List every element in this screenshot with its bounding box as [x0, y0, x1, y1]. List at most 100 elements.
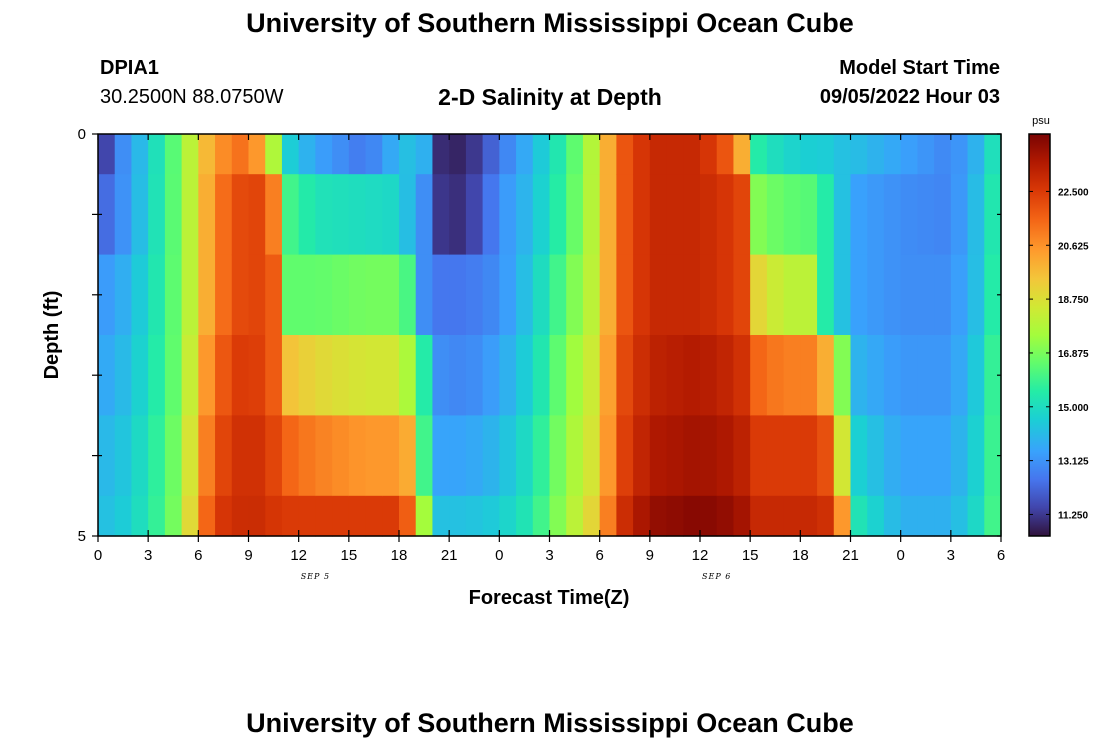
heatmap-cell [649, 335, 668, 416]
heatmap-cell [549, 335, 567, 416]
heatmap-cell [148, 254, 166, 336]
heatmap-cell [348, 335, 367, 416]
y-axis-ticks: 05 [78, 126, 1001, 545]
colorbar-tick-label: 13.125 [1058, 457, 1089, 468]
heatmap-cell [399, 495, 417, 537]
heatmap-cell [850, 495, 868, 537]
heatmap-cell [315, 415, 333, 497]
heatmap-cell [298, 254, 316, 336]
heatmap-cell [733, 415, 751, 497]
heatmap-cell [415, 335, 434, 416]
heatmap-cell [683, 335, 701, 416]
heatmap-cell [516, 335, 534, 416]
heatmap-cell [833, 254, 852, 336]
heatmap-cell [984, 134, 1002, 175]
heatmap-cell [750, 415, 768, 497]
colorbar-tick-label: 20.625 [1058, 241, 1089, 252]
x-tick-label: 15 [340, 547, 357, 564]
heatmap-cell [549, 174, 567, 256]
heatmap-cell [415, 254, 434, 336]
heatmap-cell [114, 335, 133, 416]
heatmap-cell [934, 174, 952, 256]
heatmap-cell [332, 134, 350, 175]
heatmap-cell [399, 415, 417, 497]
heatmap-cell [181, 134, 199, 175]
heatmap-cell [683, 254, 701, 336]
heatmap-cell [817, 495, 835, 537]
heatmap-cell [231, 254, 250, 336]
heatmap-cell [164, 495, 183, 537]
heatmap-cell [449, 254, 467, 336]
station-coordinates: 30.2500N 88.0750W [100, 86, 284, 108]
heatmap-cell [298, 134, 316, 175]
heatmap-cell [315, 254, 333, 336]
heatmap-cell [700, 415, 718, 497]
heatmap-cell [867, 174, 885, 256]
heatmap-cell [281, 335, 300, 416]
heatmap-cell [114, 415, 133, 497]
heatmap-cell [298, 415, 316, 497]
heatmap-cell [633, 415, 651, 497]
heatmap-cell [432, 254, 450, 336]
date-label: SEP 5 [301, 572, 330, 581]
model-start-value: 09/05/2022 Hour 03 [819, 86, 1000, 108]
heatmap-cell [382, 254, 400, 336]
heatmap-cell [482, 495, 500, 537]
heatmap-cell [582, 495, 601, 537]
heatmap-cell [248, 335, 266, 416]
heatmap-cell [783, 335, 801, 416]
heatmap-cell [883, 335, 902, 416]
heatmap-cell [766, 415, 785, 497]
heatmap-cell [566, 415, 584, 497]
heatmap-cell [733, 174, 751, 256]
heatmap-cell [817, 415, 835, 497]
heatmap-cell [382, 415, 400, 497]
heatmap-cell [499, 174, 517, 256]
heatmap-cell [733, 335, 751, 416]
heatmap-cell [248, 415, 266, 497]
heatmap-cell [766, 174, 785, 256]
heatmap-cell [783, 254, 801, 336]
heatmap-cell [750, 174, 768, 256]
heatmap-cell [98, 495, 116, 537]
heatmap-cell [883, 134, 902, 175]
heatmap-cell [883, 174, 902, 256]
heatmap-cell [800, 335, 818, 416]
heatmap-cell [883, 415, 902, 497]
x-tick-label: 21 [842, 547, 859, 564]
heatmap-cell [633, 254, 651, 336]
heatmap-cell [984, 415, 1002, 497]
heatmap-cell [281, 254, 300, 336]
heatmap-cell [499, 134, 517, 175]
x-tick-label: 0 [94, 547, 102, 564]
heatmap-cell [449, 174, 467, 256]
heatmap-cell [716, 495, 735, 537]
heatmap-cell [967, 174, 985, 256]
heatmap-cell [666, 174, 684, 256]
colorbar-unit: psu [1032, 115, 1050, 127]
heatmap-cell [633, 174, 651, 256]
heatmap-cell [482, 415, 500, 497]
heatmap-cell [432, 174, 450, 256]
heatmap-cell [164, 174, 183, 256]
heatmap-cell [265, 134, 283, 175]
heatmap-cell [98, 134, 116, 175]
heatmap-cell [449, 415, 467, 497]
heatmap-cell [181, 254, 199, 336]
heatmap-cell [432, 134, 450, 175]
heatmap-cell [833, 335, 852, 416]
x-tick-label: 3 [545, 547, 553, 564]
heatmap-cell [766, 335, 785, 416]
heatmap-cell [449, 495, 467, 537]
heatmap-cell [265, 415, 283, 497]
heatmap-cell [917, 495, 935, 537]
x-tick-label: 12 [290, 547, 307, 564]
heatmap-cell [900, 134, 918, 175]
heatmap-cell [532, 174, 551, 256]
heatmap-cell [766, 495, 785, 537]
heatmap-cell [649, 174, 668, 256]
heatmap-cell [482, 335, 500, 416]
heatmap-cell [549, 415, 567, 497]
heatmap-cell [867, 335, 885, 416]
heatmap-cell [348, 134, 367, 175]
